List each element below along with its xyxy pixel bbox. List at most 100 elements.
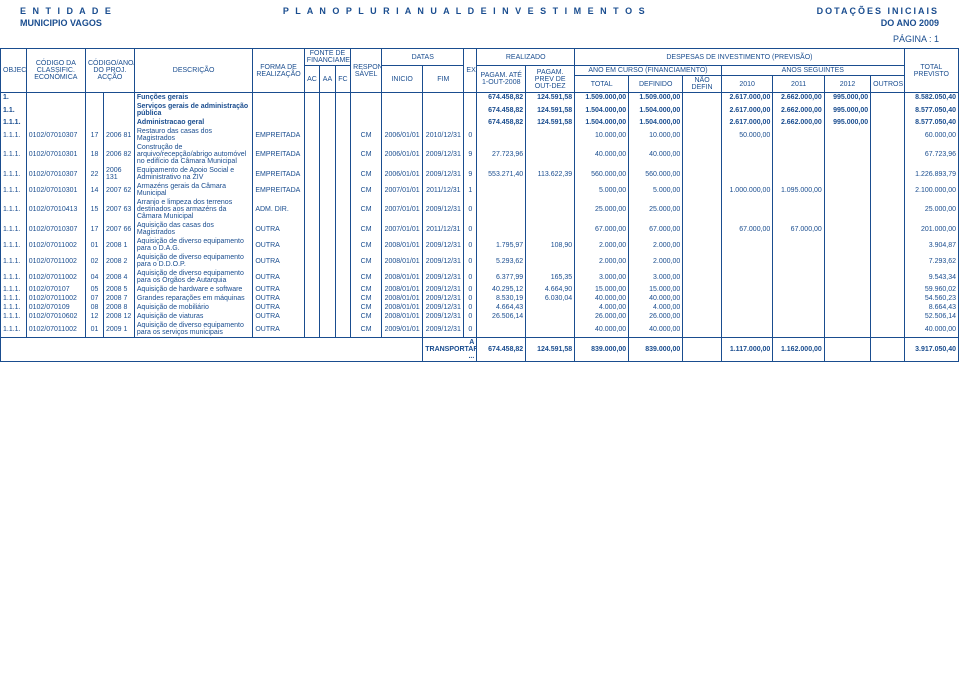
- cell-aa: [320, 303, 335, 312]
- table-row: 1.1.1.0102/070107052008 5Aquisição de ha…: [1, 285, 959, 294]
- cell-out: [871, 321, 905, 338]
- cell-ac: [304, 303, 319, 312]
- cell-ac: [304, 93, 319, 103]
- cell-tprev: 54.560,23: [904, 294, 958, 303]
- table-row: 1.1.1.0102/07011002022008 2Aquisição de …: [1, 253, 959, 269]
- cell-y2012: [824, 303, 870, 312]
- cell-def: 40.000,00: [629, 294, 683, 303]
- cell-aa: [320, 237, 335, 253]
- cell-resp: CM: [351, 198, 382, 221]
- cell-aa: [320, 127, 335, 143]
- cell-resp: CM: [351, 143, 382, 166]
- cell-clas: [26, 102, 85, 118]
- cell-aa: [320, 143, 335, 166]
- cell-pate: [477, 182, 526, 198]
- cell-ac: [304, 321, 319, 338]
- cell-y2011: 2.662.000,00: [773, 102, 824, 118]
- cell-y2011: [773, 269, 824, 285]
- cell-obj: 1.1.1.: [1, 321, 27, 338]
- cell-forma: EMPREITADA: [253, 166, 304, 182]
- cell-ini: 2006/01/01: [382, 166, 423, 182]
- cell-fim: 2011/12/31: [423, 221, 464, 237]
- cell-clas: [26, 118, 85, 127]
- cell-fim: [423, 118, 464, 127]
- entidade-label: E N T I D A D E: [20, 6, 113, 16]
- cell-y2011: 2.662.000,00: [773, 118, 824, 127]
- cell-fim: 2009/12/31: [423, 285, 464, 294]
- cell-ex: 0: [464, 312, 477, 321]
- cell-forma: ADM. DIR.: [253, 198, 304, 221]
- cell-forma: EMPREITADA: [253, 143, 304, 166]
- table-row: 1.1.1.0102/07010307172006 81Restauro das…: [1, 127, 959, 143]
- cell-pate: 27.723,96: [477, 143, 526, 166]
- cell-tprev: 3.904,87: [904, 237, 958, 253]
- cell-tot: 2.000,00: [575, 253, 629, 269]
- cell-y2012: [824, 221, 870, 237]
- table-row: 1.Funções gerais674.458,82124.591,581.50…: [1, 93, 959, 103]
- cell-ndef: [683, 221, 722, 237]
- cell-y2010: [721, 143, 772, 166]
- cell-ano: 22: [85, 166, 103, 182]
- cell-ac: [304, 294, 319, 303]
- cell-pate: 40.295,12: [477, 285, 526, 294]
- cell-resp: [351, 102, 382, 118]
- cell-fc: [335, 166, 350, 182]
- cell-aa: [320, 118, 335, 127]
- cell-clas: 0102/07011002: [26, 269, 85, 285]
- cell-clas: 0102/07011002: [26, 253, 85, 269]
- cell-ndef: [683, 102, 722, 118]
- cell-fim: 2009/12/31: [423, 269, 464, 285]
- cell-y2011: 1.095.000,00: [773, 182, 824, 198]
- cell-resp: CM: [351, 303, 382, 312]
- cell-clas: 0102/070107: [26, 285, 85, 294]
- cell-pprev: [526, 312, 575, 321]
- cell-y2010: [721, 321, 772, 338]
- cell-proj: 2008 12: [103, 312, 134, 321]
- cell-clas: 0102/07010307: [26, 127, 85, 143]
- cell-y2010: [721, 253, 772, 269]
- cell-pprev: 108,90: [526, 237, 575, 253]
- cell-y2011: [773, 143, 824, 166]
- cell-def: 2.000,00: [629, 237, 683, 253]
- footer-label: A TRANSPORTAR ...: [423, 338, 477, 362]
- cell-desc: Aquisição de viaturas: [134, 312, 252, 321]
- cell-pprev: [526, 321, 575, 338]
- cell-def: 40.000,00: [629, 321, 683, 338]
- cell-aa: [320, 93, 335, 103]
- cell-tprev: 40.000,00: [904, 321, 958, 338]
- cell-ex: [464, 102, 477, 118]
- table-row: 1.1.1.0102/07010307222006 131Equipamento…: [1, 166, 959, 182]
- cell-ex: 0: [464, 294, 477, 303]
- cell-fc: [335, 182, 350, 198]
- cell-ano: 01: [85, 321, 103, 338]
- cell-fc: [335, 198, 350, 221]
- cell-pprev: 124.591,58: [526, 93, 575, 103]
- cell-resp: CM: [351, 253, 382, 269]
- cell-fim: 2009/12/31: [423, 237, 464, 253]
- th-ano-num: CÓDIGO/ANO/NUMERO DO PROJ. ACÇÃO: [85, 49, 134, 93]
- cell-pprev: [526, 127, 575, 143]
- table-row: 1.1.Serviços gerais de administração púb…: [1, 102, 959, 118]
- cell-tprev: 8.664,43: [904, 303, 958, 312]
- th-2012: 2012: [824, 76, 870, 93]
- cell-obj: 1.1.1.: [1, 294, 27, 303]
- cell-def: 67.000,00: [629, 221, 683, 237]
- cell-tprev: 52.506,14: [904, 312, 958, 321]
- cell-ano: 04: [85, 269, 103, 285]
- cell-tprev: 59.960,02: [904, 285, 958, 294]
- cell-out: [871, 118, 905, 127]
- cell-desc: Administracao geral: [134, 118, 252, 127]
- cell-aa: [320, 182, 335, 198]
- cell-tot: 10.000,00: [575, 127, 629, 143]
- cell-aa: [320, 312, 335, 321]
- th-objectivo: OBJECTIVO: [1, 49, 27, 93]
- cell-pate: [477, 321, 526, 338]
- cell-out: [871, 285, 905, 294]
- cell-clas: 0102/070109: [26, 303, 85, 312]
- cell-pprev: 165,35: [526, 269, 575, 285]
- cell-resp: CM: [351, 294, 382, 303]
- cell-proj: 2007 62: [103, 182, 134, 198]
- th-ac: AC: [304, 66, 319, 93]
- cell-ano: 05: [85, 285, 103, 294]
- cell-y2012: [824, 166, 870, 182]
